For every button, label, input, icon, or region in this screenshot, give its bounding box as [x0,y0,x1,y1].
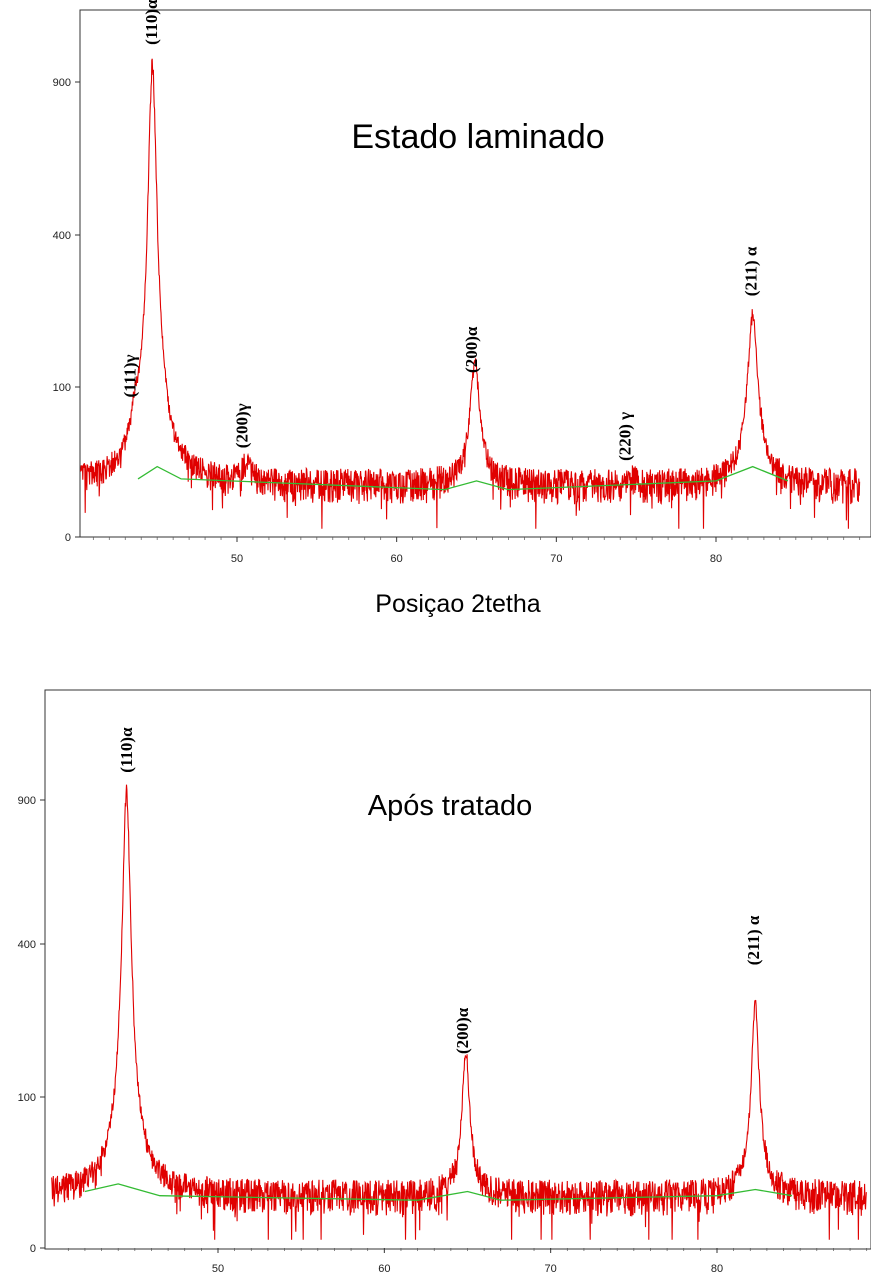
peak-label: (220) γ [616,412,635,461]
y-tick-label: 0 [65,532,71,544]
peak-label: (200)α [453,1007,472,1054]
x-tick-label: 60 [378,1263,390,1275]
y-tick-label: 100 [53,382,71,394]
xrd-pattern-line [51,784,867,1240]
peak-label: (200)γ [232,403,251,448]
x-tick-label: 50 [212,1263,224,1275]
peak-label: (211) α [742,246,761,296]
y-tick-label: 400 [53,230,71,242]
x-axis-label: Posiçao 2tetha [375,590,540,618]
y-tick-label: 400 [18,939,36,951]
x-tick-label: 60 [391,553,403,565]
peak-label: (110)α [142,0,161,45]
chart-title: Estado laminado [351,118,604,156]
background-curve [137,465,789,491]
background-curve [84,1183,793,1201]
peak-label: (200)α [462,326,481,373]
peak-label: (211) α [744,915,763,965]
x-tick-label: 50 [231,553,243,565]
x-tick-label: 70 [545,1263,557,1275]
diffractogram-laminado: 0 100 400 900 50 60 70 80 (111)γ (110)α (200)γ (2… [53,0,871,618]
y-tick-label: 900 [53,77,71,89]
y-tick-label: 900 [18,795,36,807]
peak-label: (110)α [117,727,136,773]
peak-label: (111)γ [121,355,140,398]
y-tick-label: 0 [30,1243,36,1255]
chart-title: Após tratado [368,790,532,822]
x-tick-label: 70 [550,553,562,565]
y-tick-label: 100 [18,1092,36,1104]
x-tick-label: 80 [711,1263,723,1275]
xrd-pattern-line [79,58,861,529]
plot-frame [79,9,871,538]
plot-frame [44,689,871,1250]
x-tick-label: 80 [710,553,722,565]
